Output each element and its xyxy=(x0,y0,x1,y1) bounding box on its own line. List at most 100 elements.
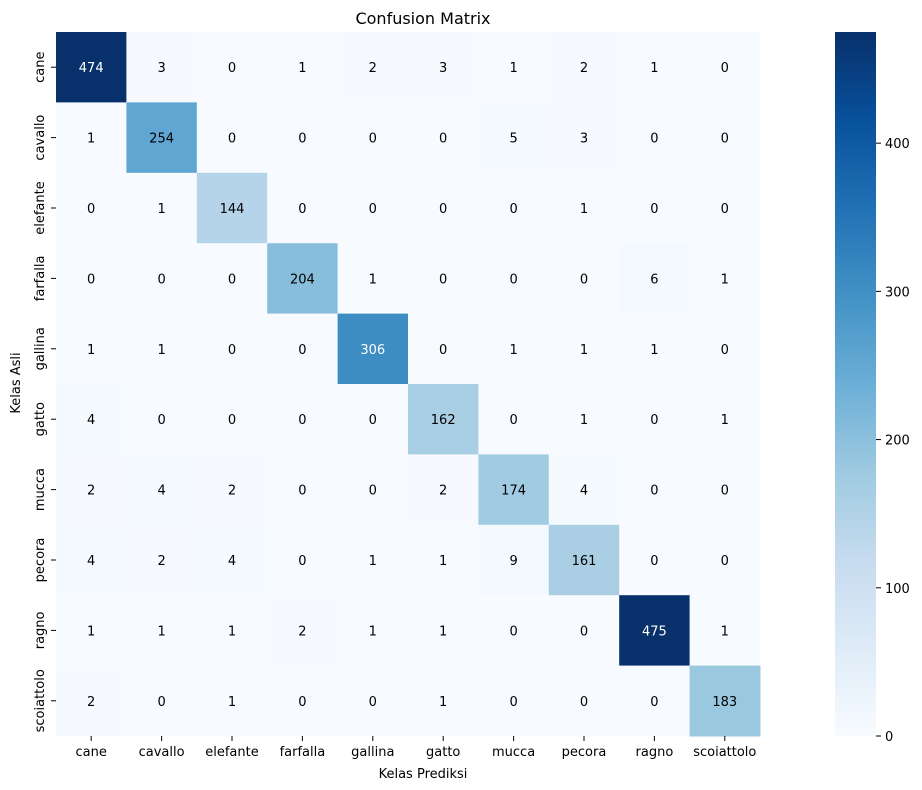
y-tick-label: cane xyxy=(33,52,48,83)
y-tick-label: cavallo xyxy=(33,115,48,161)
cell-value-label: 0 xyxy=(157,272,165,287)
heatmap-cell xyxy=(196,102,268,174)
cell-value-label: 1 xyxy=(580,202,588,217)
y-axis-ticks: cane cavallo elefante farfalla gallina gatto m… xyxy=(33,52,56,732)
heatmap-cell xyxy=(689,313,761,385)
heatmap-cell xyxy=(267,243,339,315)
cell-value-label: 1 xyxy=(157,202,165,217)
cell-value-label: 1 xyxy=(721,624,729,639)
heatmap-cell xyxy=(337,524,409,596)
heatmap-cell xyxy=(478,454,550,526)
colorbar-tick-label: 300 xyxy=(885,285,910,300)
heatmap-cell xyxy=(196,665,268,737)
x-tick-label: scoiattolo xyxy=(693,745,756,760)
cell-value-label: 161 xyxy=(572,554,597,569)
cell-value-label: 0 xyxy=(650,484,658,499)
cell-value-label: 0 xyxy=(228,132,236,147)
heatmap-cell xyxy=(337,665,409,737)
heatmap-cell xyxy=(337,32,409,103)
heatmap-cell xyxy=(619,243,691,315)
heatmap-cell xyxy=(548,384,620,455)
heatmap-cell xyxy=(408,595,479,667)
cell-value-label: 0 xyxy=(228,272,236,287)
heatmap-cell xyxy=(619,313,691,385)
heatmap-cell xyxy=(126,595,198,667)
cell-value-label: 0 xyxy=(580,624,588,639)
heatmap-cell xyxy=(267,665,339,737)
heatmap-cell xyxy=(478,595,550,667)
cell-value-label: 1 xyxy=(87,132,95,147)
heatmap-cell xyxy=(478,102,550,174)
heatmap-cell xyxy=(619,454,691,526)
colorbar-tick-label: 200 xyxy=(885,434,910,449)
x-tick-label: farfalla xyxy=(280,745,326,760)
heatmap-cell xyxy=(619,102,691,174)
heatmap-cell xyxy=(689,384,761,455)
cell-value-label: 0 xyxy=(228,61,236,76)
cell-value-label: 204 xyxy=(290,272,315,287)
heatmap-cell xyxy=(689,243,761,315)
heatmap-cell xyxy=(408,32,479,103)
cell-value-label: 4 xyxy=(87,413,95,428)
x-tick-label: cane xyxy=(76,745,107,760)
heatmap-cell xyxy=(56,102,127,174)
x-tick-label: mucca xyxy=(492,745,535,760)
cell-value-label: 0 xyxy=(228,413,236,428)
heatmap-cell xyxy=(408,524,479,596)
heatmap-cell xyxy=(56,595,127,667)
heatmap-cell xyxy=(548,243,620,315)
cell-value-label: 0 xyxy=(650,554,658,569)
cell-value-label: 1 xyxy=(157,624,165,639)
heatmap-cell xyxy=(267,102,339,174)
heatmap-cell xyxy=(619,524,691,596)
heatmap-cell xyxy=(196,454,268,526)
heatmap-cell xyxy=(267,313,339,385)
cell-value-label: 1 xyxy=(87,624,95,639)
heatmap-cell xyxy=(126,384,198,455)
heatmap-cells xyxy=(56,32,761,737)
cell-value-label: 1 xyxy=(509,343,517,358)
cell-value-label: 162 xyxy=(431,413,456,428)
cell-value-label: 0 xyxy=(298,695,306,710)
heatmap-cell xyxy=(478,313,550,385)
cell-value-label: 1 xyxy=(580,413,588,428)
heatmap-cell xyxy=(126,243,198,315)
cell-value-label: 2 xyxy=(228,484,236,499)
cell-value-label: 3 xyxy=(439,61,447,76)
heatmap-cell xyxy=(548,32,620,103)
heatmap-cell xyxy=(196,243,268,315)
heatmap-cell xyxy=(56,665,127,737)
heatmap-cell xyxy=(689,172,761,244)
cell-value-label: 0 xyxy=(87,202,95,217)
heatmap-cell xyxy=(196,595,268,667)
cell-value-label: 0 xyxy=(509,624,517,639)
heatmap-cell xyxy=(196,524,268,596)
heatmap-cell xyxy=(548,313,620,385)
cell-value-label: 3 xyxy=(157,61,165,76)
cell-value-label: 2 xyxy=(87,695,95,710)
cell-value-label: 2 xyxy=(87,484,95,499)
cell-value-label: 2 xyxy=(580,61,588,76)
cell-value-label: 0 xyxy=(298,484,306,499)
cell-value-label: 0 xyxy=(439,202,447,217)
cell-value-label: 0 xyxy=(721,554,729,569)
cell-value-label: 1 xyxy=(439,695,447,710)
heatmap-cell xyxy=(267,384,339,455)
colorbar xyxy=(835,32,876,736)
heatmap-cell xyxy=(337,454,409,526)
chart-title: Confusion Matrix xyxy=(355,9,490,28)
cell-value-label: 1 xyxy=(369,624,377,639)
heatmap-cell xyxy=(126,454,198,526)
cell-value-label: 0 xyxy=(298,343,306,358)
heatmap-cell xyxy=(619,384,691,455)
colorbar-tick-label: 0 xyxy=(885,730,893,745)
heatmap-cell xyxy=(337,243,409,315)
cell-value-label: 0 xyxy=(298,202,306,217)
heatmap-cell xyxy=(548,524,620,596)
cell-value-label: 0 xyxy=(509,272,517,287)
heatmap-cell xyxy=(126,102,198,174)
heatmap-cell xyxy=(337,102,409,174)
heatmap-cell xyxy=(267,172,339,244)
cell-value-label: 0 xyxy=(369,484,377,499)
cell-value-label: 0 xyxy=(369,132,377,147)
